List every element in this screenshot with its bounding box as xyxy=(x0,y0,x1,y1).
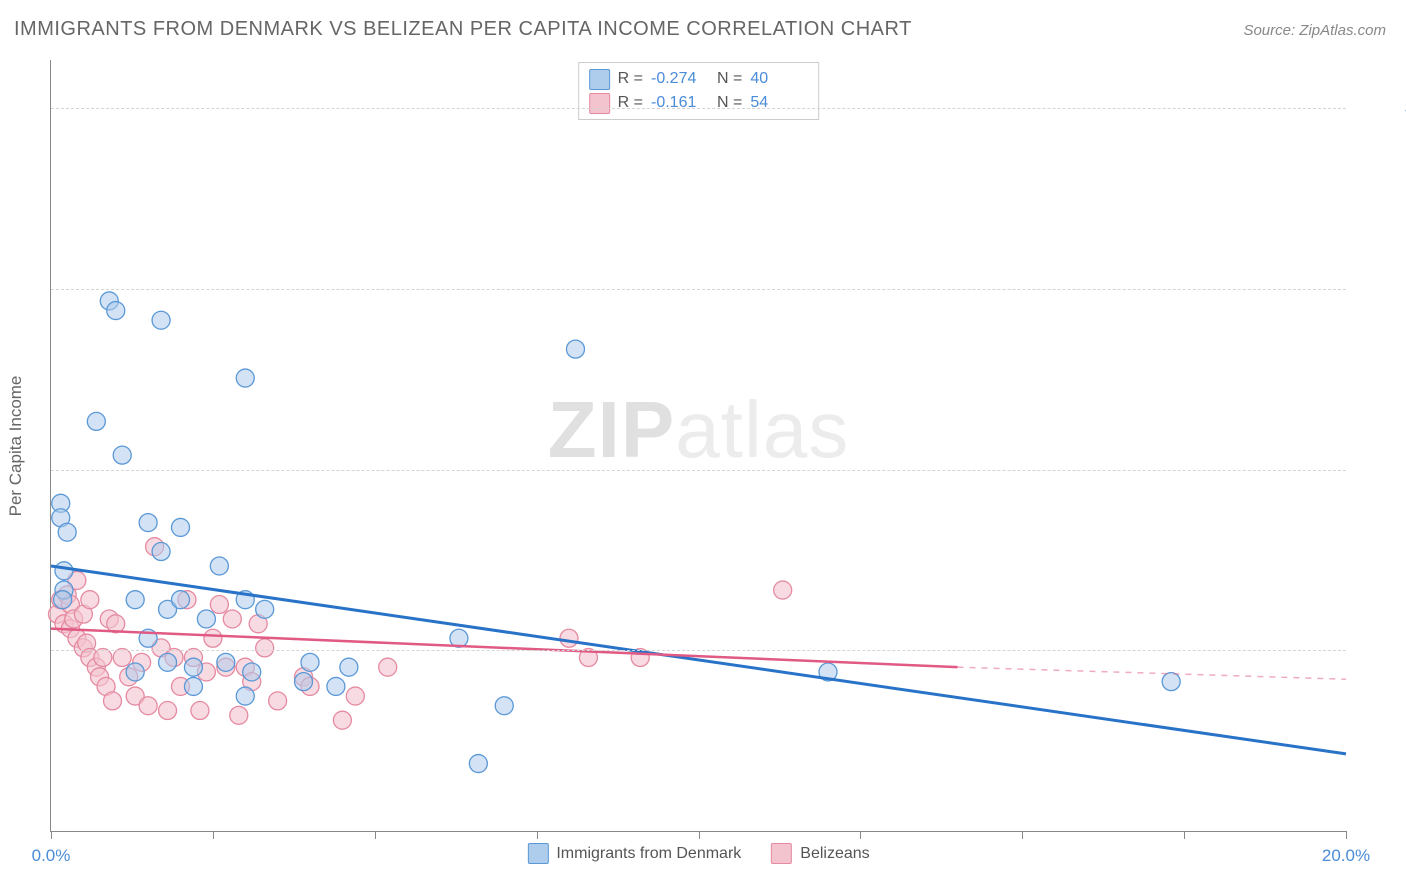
denmark-point xyxy=(55,562,73,580)
belize-point xyxy=(139,697,157,715)
denmark-point xyxy=(295,673,313,691)
xtick xyxy=(1184,831,1185,839)
chart-title: IMMIGRANTS FROM DENMARK VS BELIZEAN PER … xyxy=(14,18,912,41)
denmark-point xyxy=(469,755,487,773)
xtick-label: 20.0% xyxy=(1322,846,1370,866)
denmark-point xyxy=(172,591,190,609)
ytick-label: $75,000 xyxy=(1356,460,1406,480)
stats-legend: R = -0.274 N = 40 R = -0.161 N = 54 xyxy=(578,62,820,120)
denmark-point xyxy=(1162,673,1180,691)
denmark-point xyxy=(236,687,254,705)
r-label: R = xyxy=(618,70,643,88)
swatch-belize xyxy=(589,93,610,114)
xtick xyxy=(860,831,861,839)
ytick-label: $112,500 xyxy=(1356,279,1406,299)
gridline xyxy=(51,650,1346,651)
legend-item-belize: Belizeans xyxy=(771,843,869,864)
belize-point xyxy=(191,702,209,720)
denmark-point xyxy=(54,591,72,609)
denmark-point xyxy=(327,677,345,695)
denmark-point xyxy=(172,518,190,536)
legend-label-belize: Belizeans xyxy=(800,845,869,863)
xtick xyxy=(51,831,52,839)
belize-point xyxy=(256,639,274,657)
ytick-label: $150,000 xyxy=(1356,98,1406,118)
belize-point xyxy=(223,610,241,628)
gridline xyxy=(51,470,1346,471)
denmark-point xyxy=(113,446,131,464)
denmark-point xyxy=(184,677,202,695)
xtick xyxy=(699,831,700,839)
belize-point xyxy=(333,711,351,729)
denmark-point xyxy=(152,543,170,561)
denmark-point xyxy=(107,302,125,320)
n-label: N = xyxy=(717,94,742,112)
denmark-point xyxy=(256,600,274,618)
denmark-point xyxy=(495,697,513,715)
gridline xyxy=(51,108,1346,109)
y-axis-label: Per Capita Income xyxy=(6,375,26,516)
belize-point xyxy=(104,692,122,710)
xtick xyxy=(1022,831,1023,839)
stats-row-belize: R = -0.161 N = 54 xyxy=(589,91,809,115)
xtick-label: 0.0% xyxy=(32,846,71,866)
denmark-point xyxy=(126,591,144,609)
swatch-denmark xyxy=(589,69,610,90)
r-value-denmark: -0.274 xyxy=(651,70,709,88)
xtick xyxy=(213,831,214,839)
chart-svg xyxy=(51,60,1346,831)
belize-point xyxy=(269,692,287,710)
denmark-point xyxy=(243,663,261,681)
xtick xyxy=(375,831,376,839)
belize-point xyxy=(230,706,248,724)
legend-label-denmark: Immigrants from Denmark xyxy=(556,845,741,863)
denmark-point xyxy=(159,653,177,671)
denmark-point xyxy=(340,658,358,676)
denmark-point xyxy=(87,412,105,430)
belize-point xyxy=(346,687,364,705)
denmark-point xyxy=(58,523,76,541)
regression-line-belize-dash xyxy=(958,667,1347,679)
denmark-point xyxy=(236,369,254,387)
plot-area: Per Capita Income ZIPatlas R = -0.274 N … xyxy=(50,60,1346,832)
n-label: N = xyxy=(717,70,742,88)
denmark-point xyxy=(217,653,235,671)
stats-row-denmark: R = -0.274 N = 40 xyxy=(589,67,809,91)
belize-point xyxy=(774,581,792,599)
xtick xyxy=(537,831,538,839)
ytick-label: $37,500 xyxy=(1356,640,1406,660)
denmark-point xyxy=(184,658,202,676)
denmark-point xyxy=(210,557,228,575)
belize-point xyxy=(560,629,578,647)
source-attribution: Source: ZipAtlas.com xyxy=(1243,22,1386,39)
denmark-point xyxy=(152,311,170,329)
denmark-point xyxy=(566,340,584,358)
belize-point xyxy=(204,629,222,647)
belize-point xyxy=(81,591,99,609)
legend-item-denmark: Immigrants from Denmark xyxy=(527,843,741,864)
denmark-point xyxy=(139,514,157,532)
n-value-denmark: 40 xyxy=(750,70,808,88)
denmark-point xyxy=(126,663,144,681)
swatch-denmark-bottom xyxy=(527,843,548,864)
bottom-legend: Immigrants from Denmark Belizeans xyxy=(527,843,869,864)
belize-point xyxy=(210,596,228,614)
xtick xyxy=(1346,831,1347,839)
denmark-point xyxy=(197,610,215,628)
n-value-belize: 54 xyxy=(750,94,808,112)
belize-point xyxy=(379,658,397,676)
swatch-belize-bottom xyxy=(771,843,792,864)
belize-point xyxy=(159,702,177,720)
gridline xyxy=(51,289,1346,290)
denmark-point xyxy=(301,653,319,671)
r-value-belize: -0.161 xyxy=(651,94,709,112)
r-label: R = xyxy=(618,94,643,112)
